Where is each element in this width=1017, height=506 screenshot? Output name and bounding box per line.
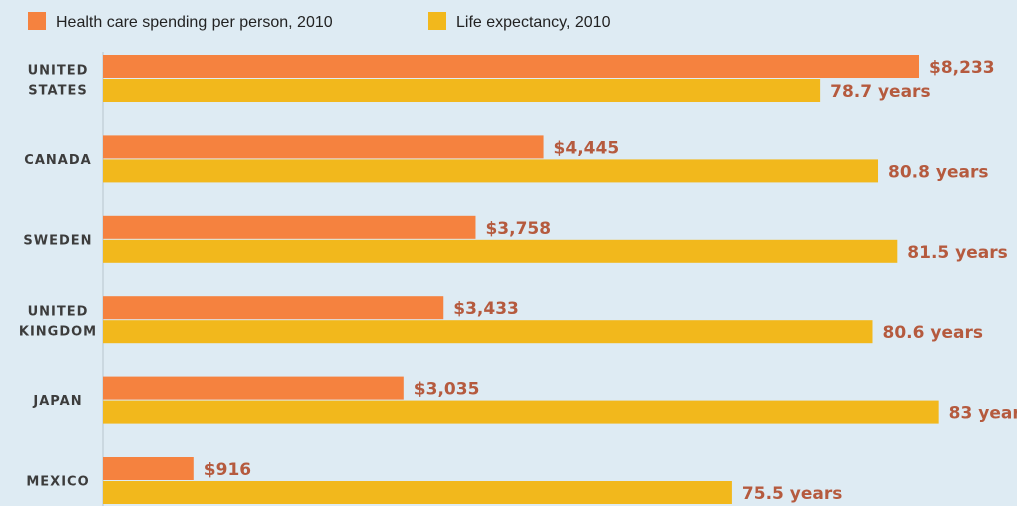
- bar-life-expectancy: [103, 320, 873, 344]
- legend-swatch-spending: [28, 12, 46, 30]
- data-label-life-expectancy: 80.6 years: [883, 323, 983, 343]
- bar-spending: [103, 135, 544, 159]
- category-label: CANADA: [24, 153, 91, 168]
- bar-life-expectancy: [103, 400, 939, 424]
- data-label-spending: $3,035: [414, 380, 480, 400]
- legend: Health care spending per person, 2010 Li…: [28, 12, 611, 31]
- bar-life-expectancy: [103, 79, 821, 102]
- data-label-life-expectancy: 80.8 years: [888, 162, 988, 182]
- category-label: STATES: [28, 84, 87, 99]
- category-label: KINGDOM: [19, 325, 97, 340]
- category-label: MEXICO: [26, 475, 89, 490]
- bar-life-expectancy: [103, 239, 898, 263]
- legend-swatch-life-expectancy: [428, 12, 446, 30]
- legend-label-life-expectancy: Life expectancy, 2010: [456, 14, 611, 31]
- bar-life-expectancy: [103, 481, 732, 504]
- data-label-life-expectancy: 78.7 years: [830, 82, 930, 102]
- chart-marks: UNITED STATES $8,233 78.7 years CANADA $4,445…: [19, 55, 1017, 504]
- legend-label-spending: Health care spending per person, 2010: [56, 14, 333, 31]
- category-label: UNITED: [28, 305, 89, 320]
- bar-spending: [103, 55, 919, 78]
- data-label-life-expectancy: 75.5 years: [742, 484, 842, 504]
- category-label: JAPAN: [32, 394, 82, 409]
- data-label-spending: $916: [204, 460, 251, 480]
- bar-spending: [103, 296, 444, 320]
- data-label-spending: $8,233: [929, 58, 995, 78]
- bar-spending: [103, 457, 194, 480]
- data-label-spending: $4,445: [554, 138, 620, 158]
- category-label: SWEDEN: [23, 233, 92, 248]
- data-label-life-expectancy: 81.5 years: [907, 243, 1007, 263]
- category-label: UNITED: [28, 64, 89, 79]
- data-label-spending: $3,433: [453, 299, 519, 319]
- data-label-spending: $3,758: [485, 219, 551, 239]
- bar-life-expectancy: [103, 159, 879, 183]
- bar-spending: [103, 376, 404, 400]
- data-label-life-expectancy: 83 years: [949, 404, 1017, 424]
- bar-spending: [103, 215, 476, 239]
